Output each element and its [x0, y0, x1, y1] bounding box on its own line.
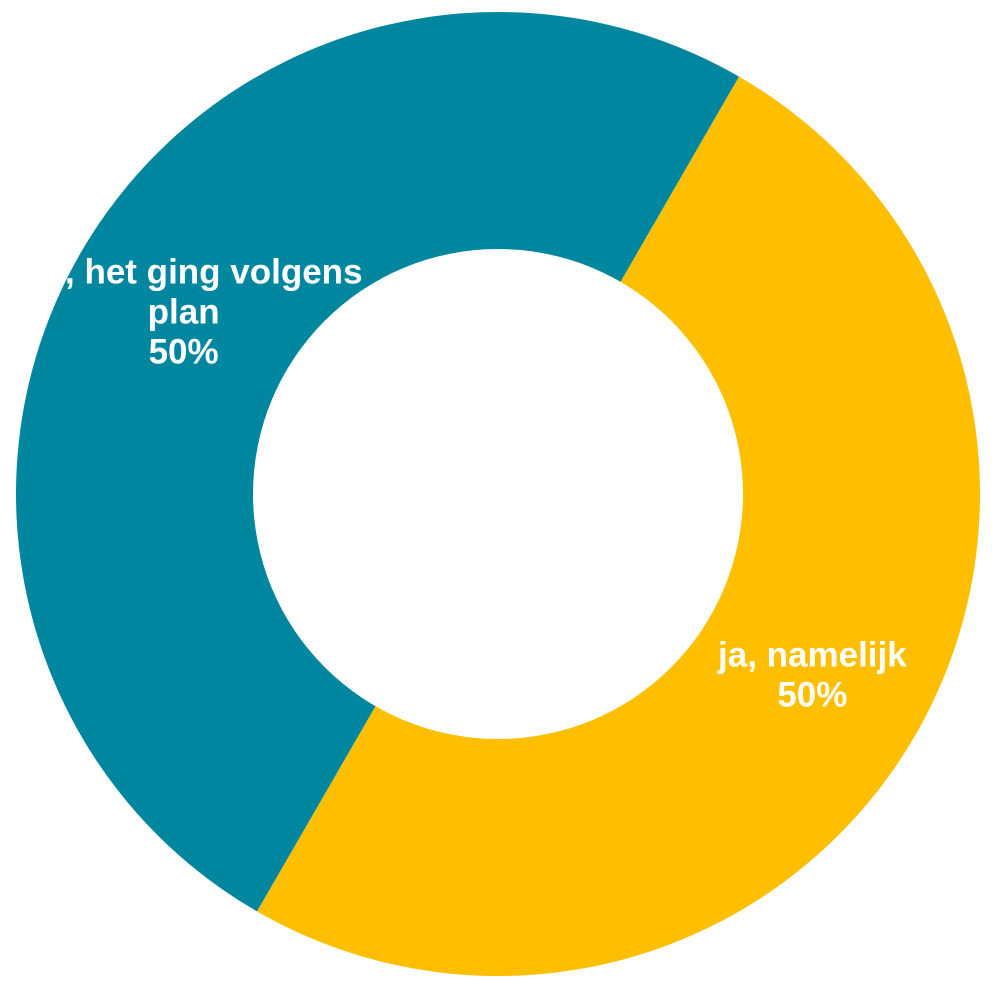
slice-value-label: 50% [149, 333, 219, 372]
slice-category-label: ja, namelijk [717, 636, 907, 675]
slice-value-label: 50% [777, 676, 847, 715]
donut-hole [253, 249, 743, 739]
slice-category-label: plan [148, 293, 220, 332]
slice-category-label: nee, het ging volgens [5, 253, 363, 292]
